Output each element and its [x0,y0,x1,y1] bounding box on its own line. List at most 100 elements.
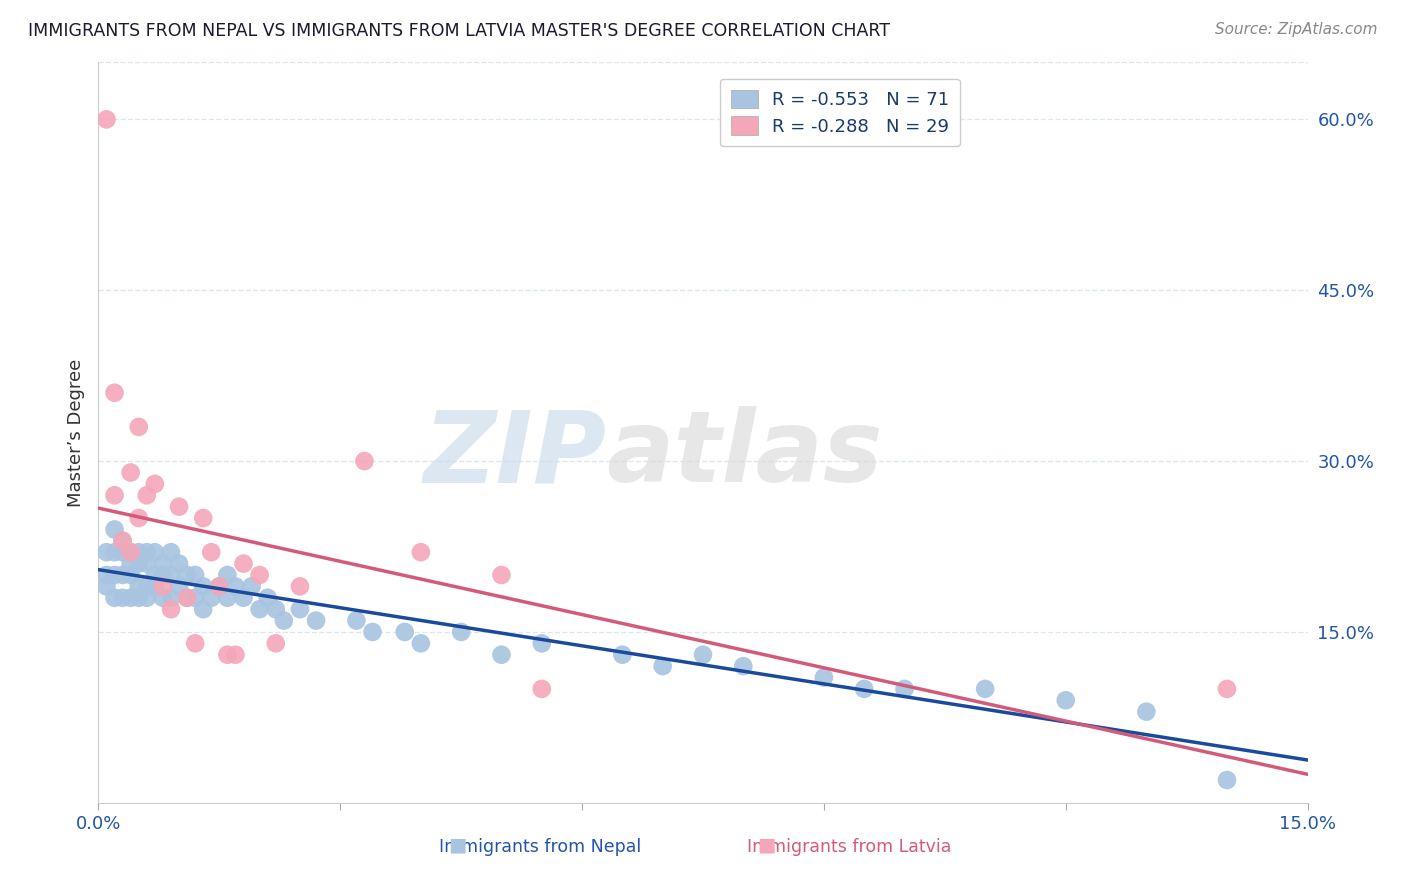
Point [143,476,166,491]
Point [651,659,673,673]
Point [167,557,190,571]
Point [208,579,231,593]
Point [450,624,472,639]
Point [193,602,215,616]
Point [128,557,150,571]
Point [103,545,125,559]
Point [344,614,367,628]
Point [160,602,183,616]
Text: ■: ■ [756,836,776,855]
Point [160,568,183,582]
Point [135,557,157,571]
Point [612,648,634,662]
Text: IMMIGRANTS FROM NEPAL VS IMMIGRANTS FROM LATVIA MASTER'S DEGREE CORRELATION CHAR: IMMIGRANTS FROM NEPAL VS IMMIGRANTS FROM… [28,22,890,40]
Point [135,488,157,502]
Point [184,568,207,582]
Point [176,591,198,605]
Point [152,568,174,582]
Point [143,568,166,582]
Point [361,624,384,639]
Point [111,591,134,605]
Point [353,454,375,468]
Point [103,385,125,400]
Point [256,591,278,605]
Point [128,511,150,525]
Legend: R = -0.553   N = 71, R = -0.288   N = 29: R = -0.553 N = 71, R = -0.288 N = 29 [720,78,960,146]
Point [128,420,150,434]
Point [96,568,118,582]
Point [120,568,142,582]
Point [152,591,174,605]
Point [152,579,174,593]
Point [176,591,198,605]
Point [224,579,246,593]
Point [120,557,142,571]
Point [152,557,174,571]
Text: ■: ■ [447,836,467,855]
Point [135,591,157,605]
Point [974,681,997,696]
Point [273,614,295,628]
Point [1054,693,1077,707]
Point [193,579,215,593]
Point [288,602,311,616]
Point [160,545,183,559]
Text: Source: ZipAtlas.com: Source: ZipAtlas.com [1215,22,1378,37]
Point [305,614,328,628]
Point [111,568,134,582]
Point [120,545,142,559]
Point [193,511,215,525]
Point [111,533,134,548]
Point [530,636,553,650]
Point [96,545,118,559]
Point [128,591,150,605]
Point [249,568,271,582]
Point [120,545,142,559]
Point [692,648,714,662]
Point [200,591,222,605]
Point [240,579,263,593]
Point [160,591,183,605]
Point [103,591,125,605]
Point [264,602,287,616]
Point [813,671,835,685]
Point [128,579,150,593]
Point [853,681,876,696]
Point [249,602,271,616]
Point [264,636,287,650]
Point [232,557,254,571]
Point [224,648,246,662]
Point [893,681,915,696]
Point [135,579,157,593]
Point [184,591,207,605]
Point [217,591,239,605]
Point [96,112,118,127]
Point [733,659,755,673]
Point [143,545,166,559]
Point [176,568,198,582]
Y-axis label: Master’s Degree: Master’s Degree [66,359,84,507]
Point [491,648,513,662]
Point [200,545,222,559]
Point [288,579,311,593]
Point [1216,772,1239,787]
Point [103,568,125,582]
Point [111,545,134,559]
Point [96,579,118,593]
Point [217,648,239,662]
Point [409,545,432,559]
Point [167,500,190,514]
Point [232,591,254,605]
Point [143,579,166,593]
Point [394,624,416,639]
Point [103,523,125,537]
Point [103,488,125,502]
Point [111,533,134,548]
Point [217,568,239,582]
Point [184,636,207,650]
Point [120,466,142,480]
Point [409,636,432,650]
Point [167,579,190,593]
Point [1216,681,1239,696]
Text: ZIP: ZIP [423,407,606,503]
